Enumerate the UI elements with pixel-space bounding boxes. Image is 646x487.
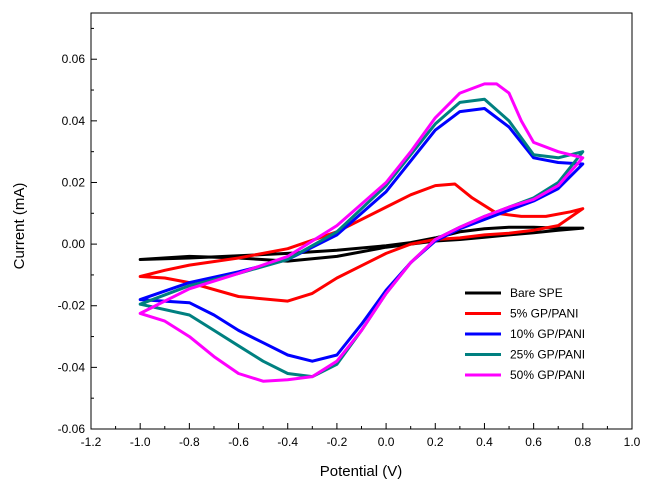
- x-tick-label: -0.8: [179, 435, 200, 449]
- series-line-4: [138, 82, 585, 383]
- x-tick-label: -1.0: [130, 435, 151, 449]
- y-tick-label: 0.06: [62, 52, 86, 66]
- x-tick-label: 0.4: [476, 435, 493, 449]
- x-tick-label: 0.8: [574, 435, 591, 449]
- y-tick-label: -0.04: [58, 360, 86, 374]
- y-tick-label: 0.04: [62, 114, 86, 128]
- x-tick-label: -0.2: [327, 435, 348, 449]
- legend-label-4: 50% GP/PANI: [510, 368, 585, 382]
- series-line-0: [138, 225, 585, 263]
- legend-label-3: 25% GP/PANI: [510, 348, 585, 362]
- y-axis-title: Current (mA): [11, 183, 28, 270]
- x-tick-label: -0.4: [277, 435, 298, 449]
- plot-lines: [138, 82, 585, 383]
- legend: Bare SPE 5% GP/PANI 10% GP/PANI 25% GP/PANI…: [465, 286, 585, 382]
- x-tick-label: 0.6: [525, 435, 542, 449]
- y-tick-label: 0.02: [62, 175, 86, 189]
- legend-label-0: Bare SPE: [510, 286, 563, 300]
- y-tick-label: -0.02: [58, 299, 86, 313]
- x-tick-label: -0.6: [228, 435, 249, 449]
- legend-label-1: 5% GP/PANI: [510, 307, 578, 321]
- x-tick-label: 1.0: [624, 435, 641, 449]
- x-axis-title: Potential (V): [320, 463, 403, 480]
- axes: -1.2 -1.0 -0.8 -0.6 -0.4 -0.2 0.0 0.2 0.4 0.6 0.8 1…: [58, 12, 641, 449]
- y-tick-label: 0.00: [62, 237, 86, 251]
- legend-label-2: 10% GP/PANI: [510, 327, 585, 341]
- x-tick-label: 0.2: [427, 435, 444, 449]
- x-tick-label: -1.2: [81, 435, 102, 449]
- x-tick-label: 0.0: [378, 435, 395, 449]
- series-line-2: [138, 107, 585, 363]
- y-tick-label: -0.06: [58, 422, 86, 436]
